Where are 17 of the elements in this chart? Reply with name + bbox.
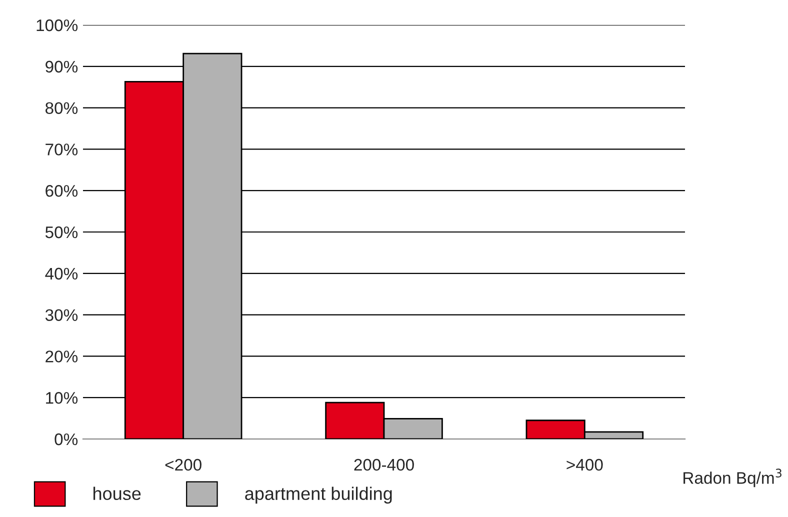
y-tick-label: 70% xyxy=(46,144,78,156)
y-tick-label: 30% xyxy=(45,309,78,322)
x-axis-title: Radon Bq/m$^{3}$ xyxy=(684,468,782,488)
y-tick-label: 10% xyxy=(46,392,78,404)
y-tick-label: 20% xyxy=(46,350,78,362)
x-tick-label: 200-400 xyxy=(354,458,414,471)
y-tick-label: 90% xyxy=(46,60,78,73)
x-tick-label: >400 xyxy=(566,458,603,471)
y-tick-label: 40% xyxy=(45,268,78,280)
legend-label: apartment building xyxy=(245,486,392,504)
x-tick-label: <200 xyxy=(165,458,202,471)
y-tick-label: 0% xyxy=(54,433,78,446)
legend-label: house xyxy=(94,486,141,500)
y-tick-label: 60% xyxy=(46,185,78,197)
y-tick-label: 50% xyxy=(45,226,78,238)
y-tick-label: 80% xyxy=(46,102,78,114)
y-tick-label: 100% xyxy=(36,19,78,32)
